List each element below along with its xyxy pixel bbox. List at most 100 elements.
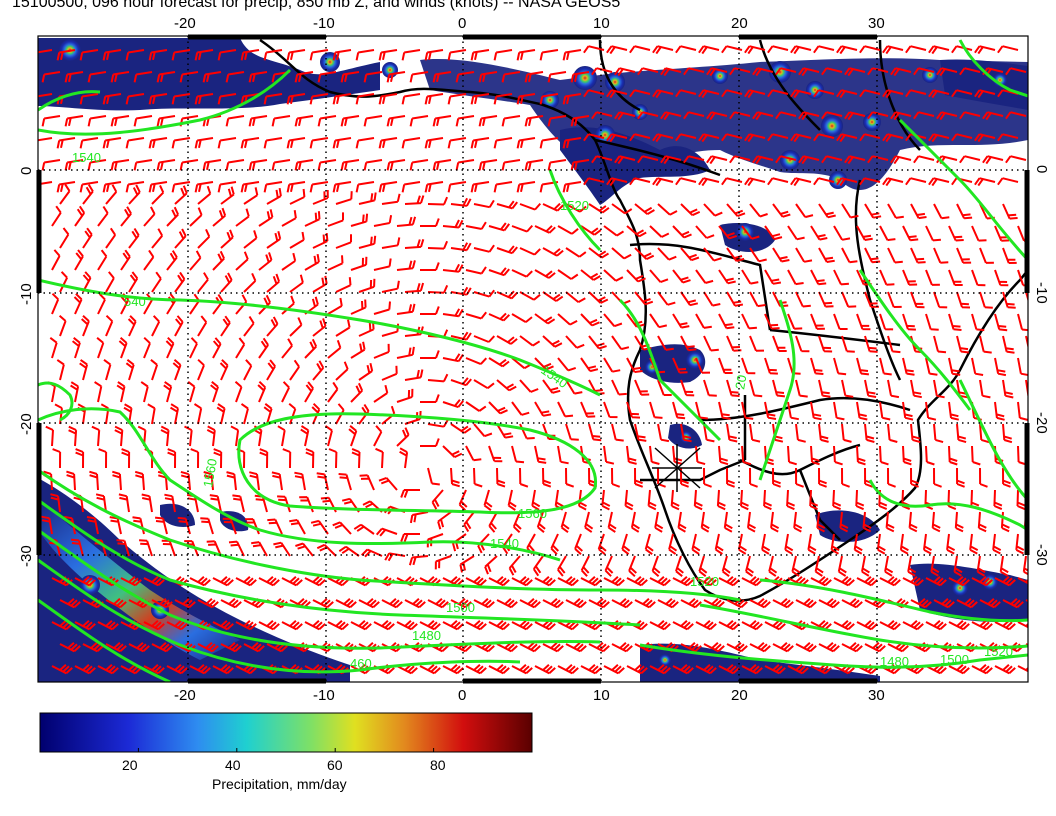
wind-barb xyxy=(798,67,820,77)
wind-barb xyxy=(626,225,647,238)
wind-barb xyxy=(79,359,89,381)
wind-barb xyxy=(542,335,563,348)
frame-scale-bars xyxy=(36,34,1030,684)
wind-barb xyxy=(519,597,541,609)
wind-barb xyxy=(948,663,970,675)
wind-barb xyxy=(488,401,508,415)
wind-barb xyxy=(496,641,518,653)
wind-barb xyxy=(879,269,895,286)
wind-barb xyxy=(867,155,889,164)
wind-barb xyxy=(519,641,541,653)
wind-barb xyxy=(580,401,596,418)
wind-barb xyxy=(597,533,607,555)
wind-barb xyxy=(583,89,605,98)
wind-barb xyxy=(1025,291,1028,303)
wind-barb xyxy=(770,511,780,533)
wind-barb xyxy=(151,641,173,653)
wind-barb xyxy=(611,641,633,653)
wind-barb xyxy=(1005,111,1027,120)
wind-barb xyxy=(184,425,193,447)
wind-barb xyxy=(637,67,659,76)
wind-barb xyxy=(105,641,127,653)
wind-barb xyxy=(277,425,286,447)
wind-barb xyxy=(450,641,472,653)
wind-barb xyxy=(1002,597,1024,609)
wind-barb xyxy=(289,641,311,653)
wind-barb xyxy=(948,445,958,466)
wind-barb xyxy=(726,291,744,307)
wind-barb xyxy=(833,357,847,376)
wind-barb xyxy=(373,343,390,359)
wind-barb xyxy=(363,115,383,127)
wind-barb xyxy=(128,597,150,609)
wind-barb xyxy=(519,247,541,256)
wind-barb xyxy=(235,575,257,587)
wind-barb xyxy=(580,663,602,675)
wind-barb xyxy=(749,291,766,308)
wind-barb xyxy=(902,619,924,631)
wind-barb xyxy=(557,225,579,235)
wind-barb xyxy=(810,663,832,675)
wind-barb xyxy=(74,619,96,631)
wind-barb xyxy=(887,247,903,264)
wind-barb xyxy=(879,313,894,331)
wind-barb xyxy=(833,401,845,421)
wind-barb xyxy=(289,317,303,337)
wind-barb xyxy=(818,379,831,398)
wind-barb xyxy=(258,337,269,359)
wind-barb xyxy=(772,597,794,609)
wind-barb xyxy=(614,155,636,165)
wind-barb xyxy=(248,115,268,127)
wind-barb xyxy=(611,423,624,442)
wind-barb xyxy=(971,663,993,675)
wind-barb xyxy=(266,273,281,293)
wind-barb xyxy=(432,115,452,127)
wind-barb xyxy=(611,247,632,260)
wind-barb xyxy=(890,67,912,77)
wind-barb xyxy=(102,181,122,193)
wind-barb xyxy=(404,597,426,609)
wind-barb xyxy=(294,71,314,83)
wind-barb xyxy=(132,516,145,535)
wind-barb xyxy=(143,663,165,675)
wind-barb xyxy=(864,247,881,264)
wind-barb xyxy=(258,575,280,587)
wind-barb xyxy=(1017,401,1028,421)
wind-barb xyxy=(657,247,677,261)
wind-barb xyxy=(309,49,329,61)
wind-barb xyxy=(51,292,60,315)
wind-barb xyxy=(818,335,833,353)
wind-barb xyxy=(465,357,488,366)
wind-barb xyxy=(959,67,981,76)
wind-barb xyxy=(217,137,237,149)
wind-barb xyxy=(787,401,799,421)
wind-barb xyxy=(971,357,984,376)
wind-barb xyxy=(588,641,610,653)
wind-barb xyxy=(396,216,417,227)
wind-barb xyxy=(583,177,605,186)
wind-barb xyxy=(565,467,575,488)
wind-barb xyxy=(703,335,719,352)
wind-barb xyxy=(574,533,583,556)
wind-barb xyxy=(925,445,935,466)
wind-barb xyxy=(930,555,940,577)
wind-barb xyxy=(695,445,706,466)
wind-barb xyxy=(913,111,935,120)
wind-barb xyxy=(524,159,544,171)
wind-barb xyxy=(879,575,901,587)
wind-barb xyxy=(557,269,579,280)
wind-barb xyxy=(350,575,372,587)
wind-barb xyxy=(764,619,786,631)
colorbar-tick-label: 40 xyxy=(225,757,241,773)
wind-barb xyxy=(1025,643,1028,647)
wind-barb xyxy=(74,575,96,587)
wind-barb xyxy=(680,203,701,217)
wind-barb xyxy=(810,357,824,375)
wind-barb xyxy=(974,133,996,143)
wind-barb xyxy=(974,45,996,55)
wind-barb xyxy=(281,575,303,587)
wind-barb xyxy=(179,71,199,83)
wind-barb xyxy=(603,269,624,282)
wind-barb xyxy=(156,115,176,127)
wind-barb xyxy=(580,313,600,327)
